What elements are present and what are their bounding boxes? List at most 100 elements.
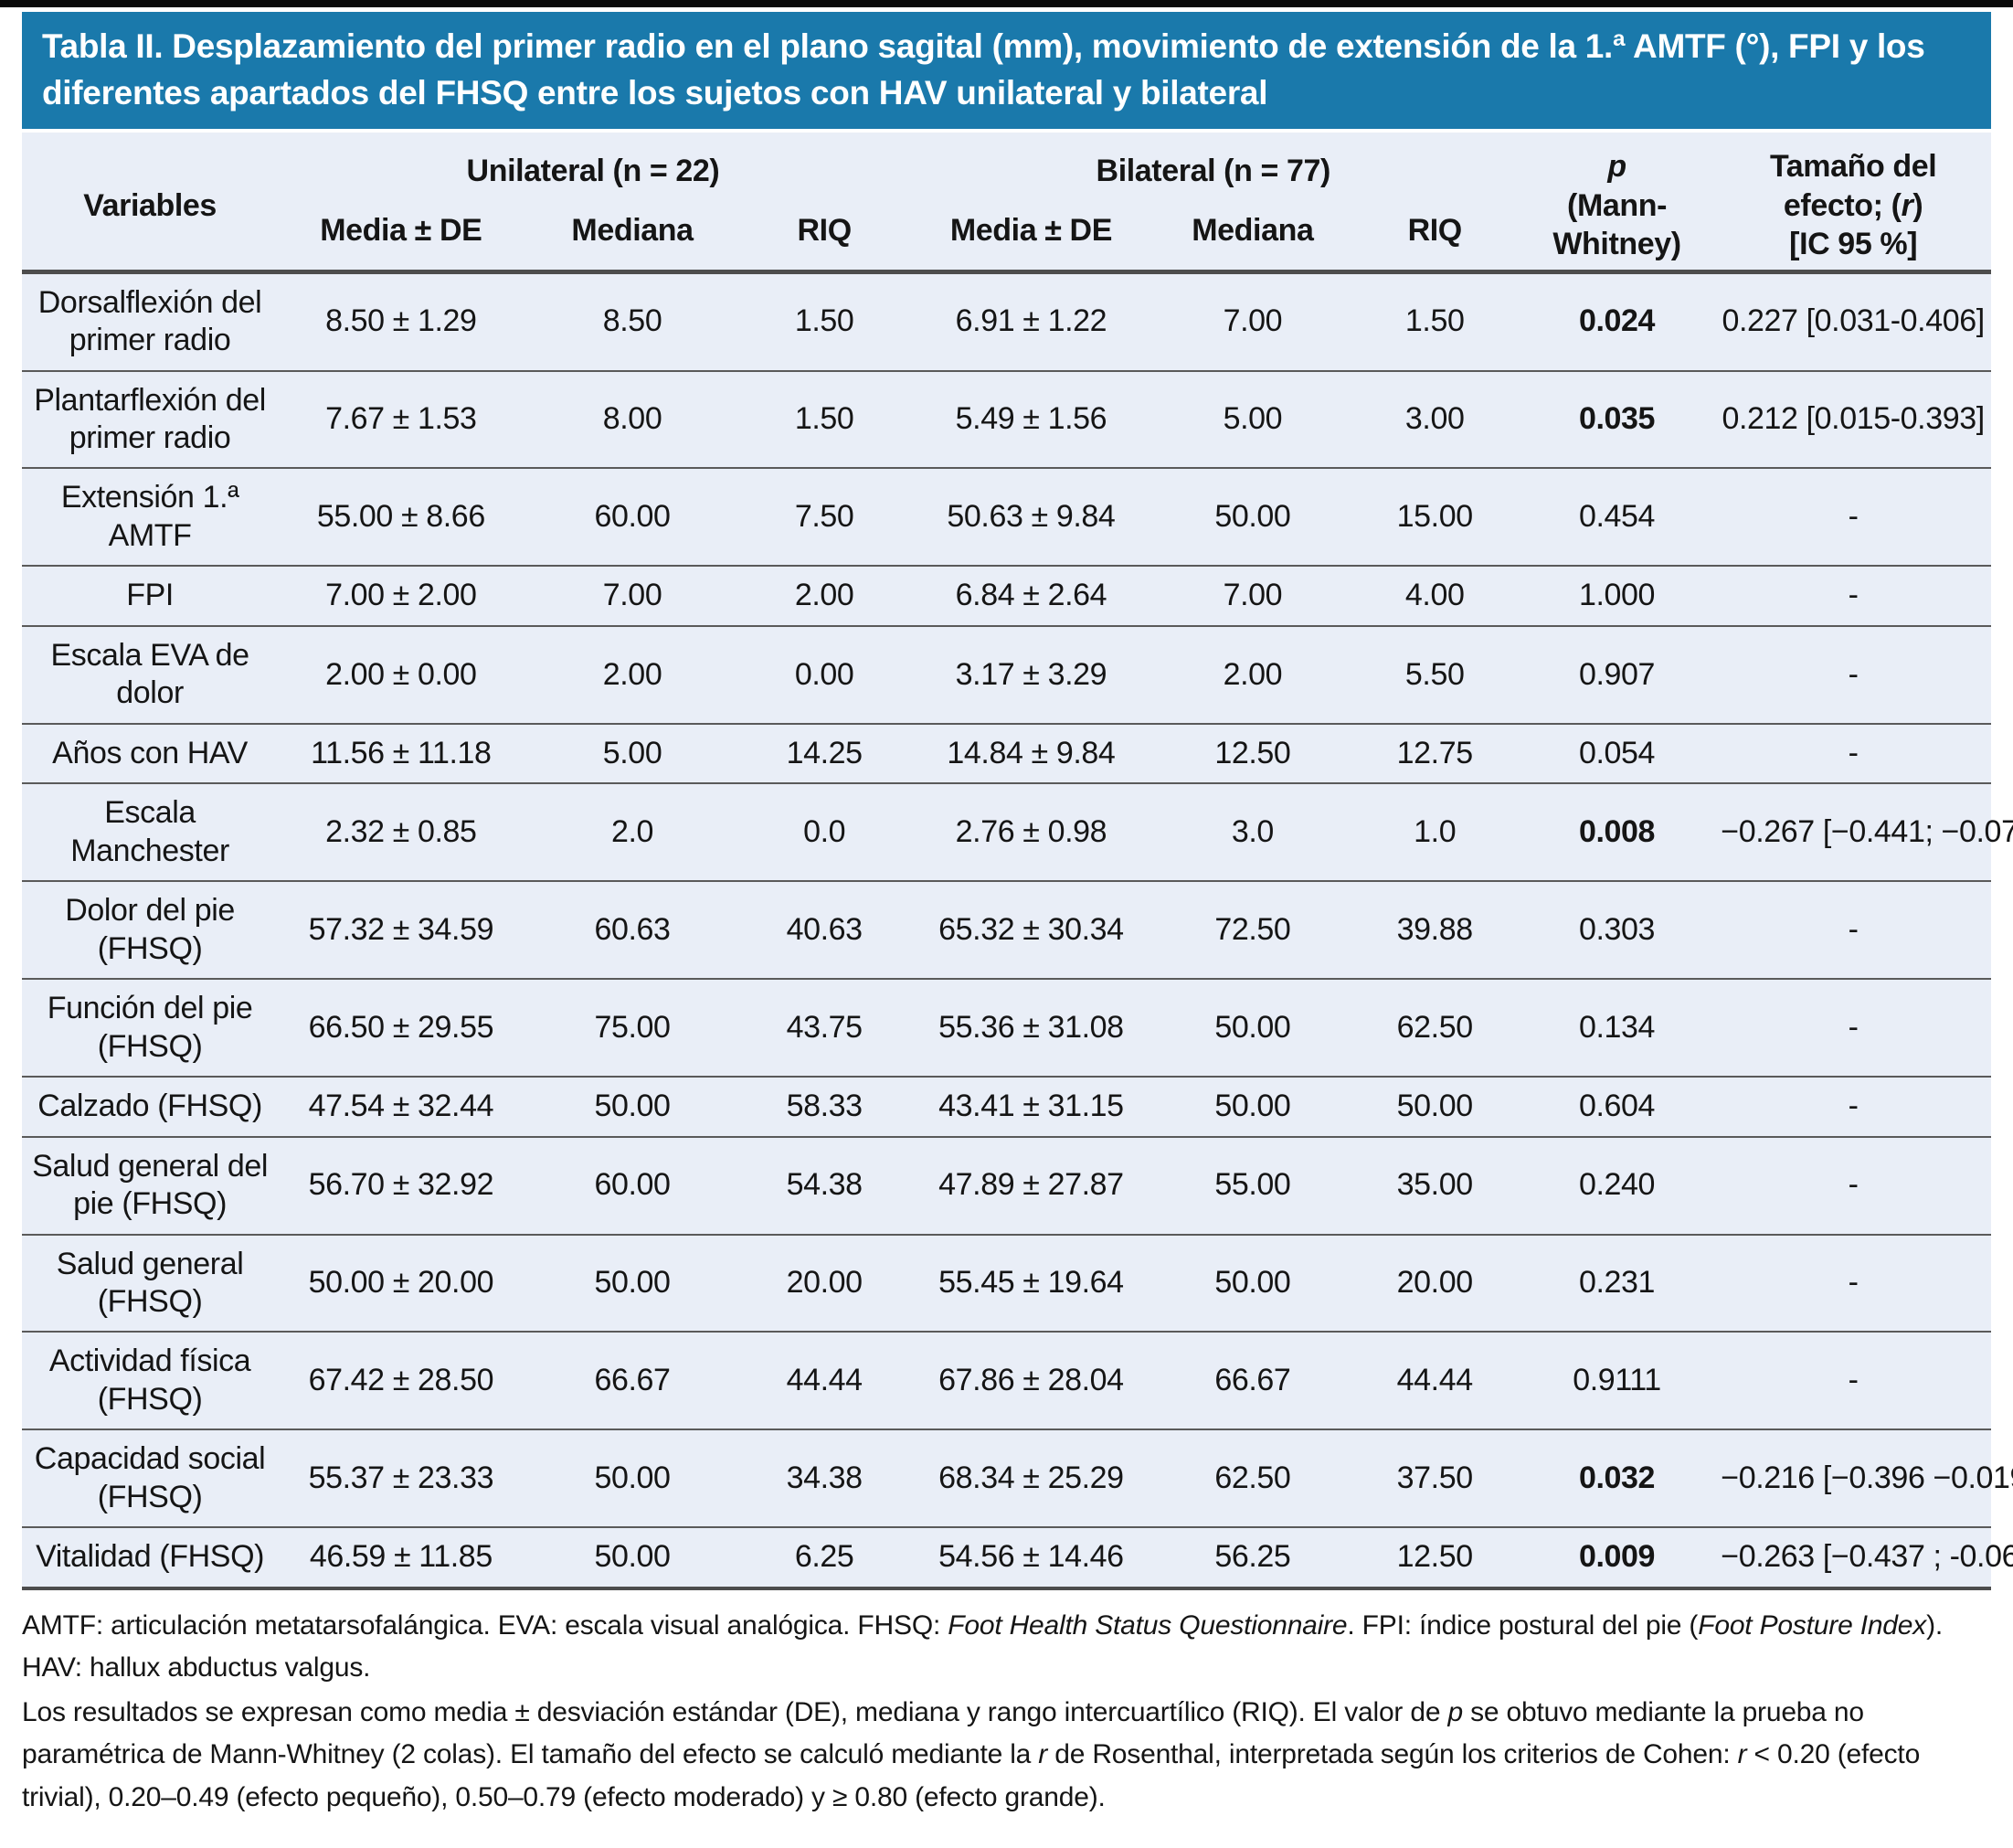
- table-row: Calzado (FHSQ) 47.54 ± 32.44 50.00 58.33 43.…: [22, 1077, 1991, 1136]
- bil-media-de-cell: 47.89 ± 27.87: [938, 1167, 1124, 1203]
- bil-mediana-cell: 3.0: [1231, 814, 1274, 850]
- bil-riq-cell: 35.00: [1396, 1167, 1473, 1203]
- table-row: Años con HAV 11.56 ± 11.18 5.00 14.25 14.84 …: [22, 723, 1991, 783]
- variable-cell: Dorsalflexión del primer radio: [37, 284, 262, 358]
- bil-riq-cell: 4.00: [1404, 578, 1465, 613]
- effect-size-cell: -: [1848, 1167, 1859, 1203]
- uni-mediana-cell: 50.00: [594, 1089, 671, 1124]
- variable-cell: Vitalidad (FHSQ): [36, 1539, 265, 1575]
- effect-size-cell: -: [1848, 1089, 1859, 1124]
- uni-mediana-cell: 8.50: [602, 303, 662, 339]
- p-value-cell: 0.231: [1578, 1265, 1656, 1301]
- uni-riq-cell: 54.38: [786, 1167, 863, 1203]
- bil-media-de-cell: 2.76 ± 0.98: [955, 814, 1107, 850]
- uni-riq-cell: 14.25: [786, 735, 863, 770]
- variable-cell: Salud general del pie (FHSQ): [32, 1148, 268, 1222]
- header-sub-row: Media ± DE Mediana RIQ Media ± DE Median…: [22, 201, 1991, 271]
- bil-media-de-cell: 54.56 ± 14.46: [938, 1539, 1124, 1575]
- header-p-test-name: (Mann-Whitney): [1552, 187, 1681, 262]
- bil-riq-cell: 50.00: [1396, 1089, 1473, 1124]
- uni-media-de-cell: 56.70 ± 32.92: [308, 1167, 494, 1203]
- table-content: Tabla II. Desplazamiento del primer radi…: [0, 7, 2013, 1848]
- variable-cell: Plantarflexión del primer radio: [34, 382, 266, 455]
- uni-riq-cell: 20.00: [786, 1265, 863, 1301]
- uni-mediana-cell: 75.00: [594, 1009, 671, 1045]
- header-uni-media-de: Media ± DE: [320, 212, 482, 248]
- bil-riq-cell: 37.50: [1396, 1460, 1473, 1496]
- bil-media-de-cell: 3.17 ± 3.29: [955, 656, 1107, 692]
- bil-riq-cell: 3.00: [1404, 401, 1465, 437]
- table-row: Plantarflexión del primer radio 7.67 ± 1.…: [22, 370, 1991, 469]
- p-value-cell: 0.907: [1578, 656, 1656, 692]
- table-header: Variables Unilateral (n = 22) Bilateral …: [22, 133, 1991, 272]
- uni-riq-cell: 1.50: [794, 401, 854, 437]
- uni-mediana-cell: 50.00: [594, 1539, 671, 1575]
- bil-riq-cell: 20.00: [1396, 1265, 1473, 1301]
- uni-mediana-cell: 7.00: [602, 578, 662, 613]
- header-effect-text: Tamaño del efecto; (: [1769, 149, 1937, 223]
- bil-mediana-cell: 7.00: [1223, 578, 1283, 613]
- bil-mediana-cell: 50.00: [1214, 499, 1291, 535]
- bil-riq-cell: 5.50: [1404, 656, 1465, 692]
- uni-mediana-cell: 50.00: [594, 1460, 671, 1496]
- table-row: Salud general (FHSQ) 50.00 ± 20.00 50.00 20…: [22, 1234, 1991, 1333]
- uni-mediana-cell: 5.00: [602, 735, 662, 770]
- uni-mediana-cell: 60.00: [594, 1167, 671, 1203]
- uni-media-de-cell: 55.00 ± 8.66: [316, 499, 485, 535]
- footnote-italic-segment: Foot Health Status Questionnaire: [948, 1609, 1348, 1641]
- table-title-bar: Tabla II. Desplazamiento del primer radi…: [22, 12, 1991, 130]
- footnote-italic-segment: r: [1038, 1739, 1048, 1770]
- uni-mediana-cell: 8.00: [602, 401, 662, 437]
- uni-media-de-cell: 8.50 ± 1.29: [325, 303, 477, 339]
- bil-riq-cell: 39.88: [1396, 911, 1473, 947]
- variable-cell: Capacidad social (FHSQ): [34, 1441, 266, 1514]
- bil-mediana-cell: 7.00: [1223, 303, 1283, 339]
- table-title: Tabla II. Desplazamiento del primer radi…: [42, 27, 1925, 112]
- p-value-cell: 0.009: [1578, 1539, 1656, 1575]
- bil-media-de-cell: 43.41 ± 31.15: [938, 1089, 1124, 1124]
- header-group-bilateral: Bilateral (n = 77): [1096, 154, 1331, 189]
- p-value-cell: 0.9111: [1573, 1363, 1661, 1398]
- bil-mediana-cell: 62.50: [1214, 1460, 1291, 1496]
- uni-mediana-cell: 2.00: [602, 656, 662, 692]
- footnote-italic-segment: p: [1447, 1696, 1463, 1727]
- footnote-italic-segment: Foot Posture Index: [1698, 1609, 1927, 1641]
- bil-media-de-cell: 65.32 ± 30.34: [938, 911, 1124, 947]
- header-effect-size: Tamaño del efecto; (r) [IC 95 %]: [1715, 133, 1991, 271]
- uni-media-de-cell: 57.32 ± 34.59: [308, 911, 494, 947]
- footnote: AMTF: articulación metatarsofalángica. E…: [22, 1605, 1991, 1690]
- bil-mediana-cell: 55.00: [1214, 1167, 1291, 1203]
- bil-media-de-cell: 50.63 ± 9.84: [947, 499, 1116, 535]
- effect-size-cell: -: [1848, 1265, 1859, 1301]
- bil-media-de-cell: 14.84 ± 9.84: [947, 735, 1116, 770]
- uni-media-de-cell: 67.42 ± 28.50: [308, 1363, 494, 1398]
- table-row: Extensión 1.ª AMTF 55.00 ± 8.66 60.00 7.50 5…: [22, 468, 1991, 566]
- bil-media-de-cell: 5.49 ± 1.56: [955, 401, 1107, 437]
- bil-media-de-cell: 55.36 ± 31.08: [938, 1009, 1124, 1045]
- uni-riq-cell: 43.75: [786, 1009, 863, 1045]
- variable-cell: Escala Manchester: [70, 795, 229, 868]
- effect-size-cell: −0.263 [−0.437 ; -0.069]: [1721, 1539, 2013, 1575]
- effect-size-cell: -: [1848, 656, 1859, 692]
- p-value-cell: 0.604: [1578, 1089, 1656, 1124]
- bil-mediana-cell: 50.00: [1214, 1265, 1291, 1301]
- uni-media-de-cell: 50.00 ± 20.00: [308, 1265, 494, 1301]
- uni-riq-cell: 0.00: [794, 656, 854, 692]
- effect-size-cell: -: [1848, 499, 1859, 535]
- uni-mediana-cell: 50.00: [594, 1265, 671, 1301]
- bil-mediana-cell: 50.00: [1214, 1009, 1291, 1045]
- table-row: Dorsalflexión del primer radio 8.50 ± 1.2…: [22, 271, 1991, 370]
- effect-size-cell: −0.267 [−0.441; −0.073]: [1721, 814, 2013, 850]
- footnote-italic-segment: r: [1737, 1739, 1747, 1770]
- p-value-cell: 0.240: [1578, 1167, 1656, 1203]
- effect-size-cell: -: [1848, 1363, 1859, 1398]
- bil-media-de-cell: 67.86 ± 28.04: [938, 1363, 1124, 1398]
- uni-media-de-cell: 7.67 ± 1.53: [325, 401, 477, 437]
- effect-size-cell: -: [1848, 735, 1859, 770]
- footnote-segment: AMTF: articulación metatarsofalángica. E…: [22, 1609, 948, 1641]
- table-row: Escala EVA de dolor 2.00 ± 0.00 2.00 0.00 3.…: [22, 625, 1991, 724]
- uni-mediana-cell: 60.00: [594, 499, 671, 535]
- table-row: Vitalidad (FHSQ) 46.59 ± 11.85 50.00 6.25 54…: [22, 1527, 2013, 1588]
- variable-cell: Extensión 1.ª AMTF: [60, 480, 239, 553]
- effect-size-cell: -: [1848, 911, 1859, 947]
